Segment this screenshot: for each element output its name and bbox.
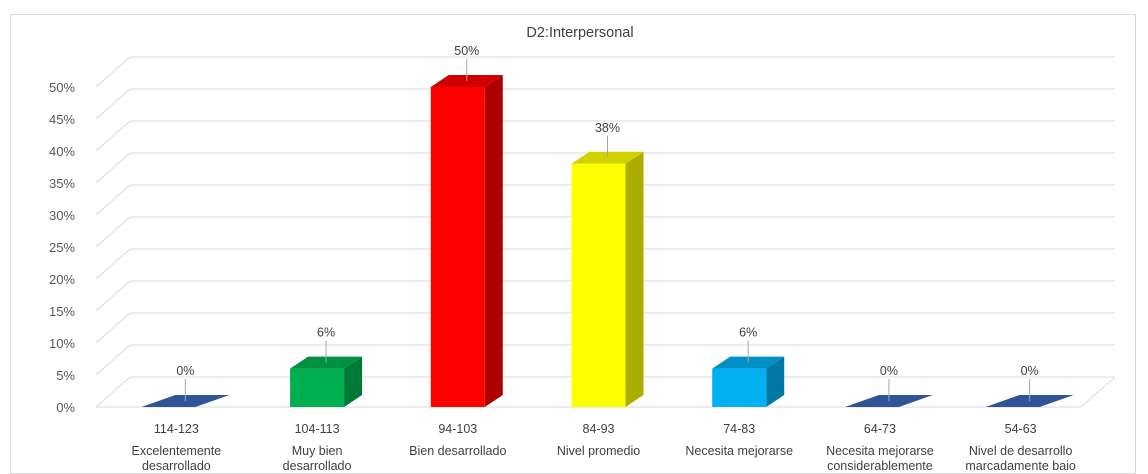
x-tick-range: 104-113	[295, 422, 340, 436]
bar-front	[290, 368, 345, 407]
data-label: 6%	[317, 326, 335, 340]
gridline-diagonal	[95, 376, 131, 408]
gridline-diagonal	[95, 184, 131, 216]
floor-right-edge	[1080, 376, 1116, 408]
data-label: 6%	[739, 326, 757, 340]
data-label: 0%	[176, 364, 194, 378]
bar	[712, 356, 785, 407]
bar-front	[571, 163, 626, 407]
bar-side	[766, 356, 785, 407]
gridline-diagonal	[95, 88, 131, 120]
x-tick-label: Excelentemente	[132, 444, 222, 458]
x-tick-label: Necesita mejorarse	[685, 444, 793, 458]
data-label: 0%	[1021, 364, 1039, 378]
bar	[430, 75, 503, 407]
chart-title: D2:Interpersonal	[526, 25, 633, 41]
x-tick-label: desarrollado	[142, 459, 211, 470]
y-tick-label: 20%	[49, 272, 75, 287]
x-tick-label: desarrollado	[283, 459, 352, 470]
y-tick-label: 5%	[56, 368, 75, 383]
y-tick-label: 45%	[49, 112, 75, 127]
x-tick-label: Necesita mejorarse	[826, 444, 934, 458]
y-tick-label: 25%	[49, 240, 75, 255]
gridline-diagonal	[95, 120, 131, 152]
x-tick-range: 54-63	[1005, 422, 1037, 436]
x-tick-label: considerablemente	[827, 459, 933, 470]
data-label: 0%	[880, 364, 898, 378]
y-tick-label: 15%	[49, 304, 75, 319]
gridline-diagonal	[95, 344, 131, 376]
x-tick-range: 74-83	[723, 422, 755, 436]
bar-front	[712, 368, 767, 407]
bar-chart: D2:Interpersonal 0% 5% 10% 15% 20% 25% 30% 35% 4…	[49, 25, 1116, 470]
x-tick-range: 84-93	[583, 422, 615, 436]
bar-side	[625, 151, 644, 407]
data-label: 50%	[454, 44, 479, 58]
y-tick-label: 10%	[49, 336, 75, 351]
gridline-diagonal	[95, 280, 131, 312]
x-tick-label: marcadamente bajo	[965, 459, 1076, 470]
x-tick-range: 64-73	[864, 422, 896, 436]
bar-side	[344, 356, 363, 407]
x-tick-label: Nivel promedio	[557, 444, 640, 458]
data-label: 38%	[595, 121, 620, 135]
x-tick-label: Nivel de desarrollo	[969, 444, 1073, 458]
bar-front	[430, 87, 485, 407]
y-tick-label: 40%	[49, 144, 75, 159]
bar	[571, 151, 644, 407]
gridline-diagonal	[95, 216, 131, 248]
y-tick-label: 35%	[49, 176, 75, 191]
chart-frame: D2:Interpersonal 0% 5% 10% 15% 20% 25% 30% 35% 4…	[10, 14, 1136, 474]
gridline-diagonal	[95, 248, 131, 280]
x-tick-range: 94-103	[438, 422, 477, 436]
bar-side	[484, 75, 503, 407]
y-tick-label: 50%	[49, 80, 75, 95]
x-tick-label: Muy bien	[292, 444, 343, 458]
x-tick-label: Bien desarrollado	[409, 444, 506, 458]
gridline-diagonal	[95, 152, 131, 184]
y-tick-label: 0%	[56, 400, 75, 415]
y-tick-label: 30%	[49, 208, 75, 223]
x-tick-range: 114-123	[154, 422, 199, 436]
gridline-diagonal	[95, 312, 131, 344]
gridline-diagonal	[95, 56, 131, 88]
bar	[290, 356, 363, 407]
